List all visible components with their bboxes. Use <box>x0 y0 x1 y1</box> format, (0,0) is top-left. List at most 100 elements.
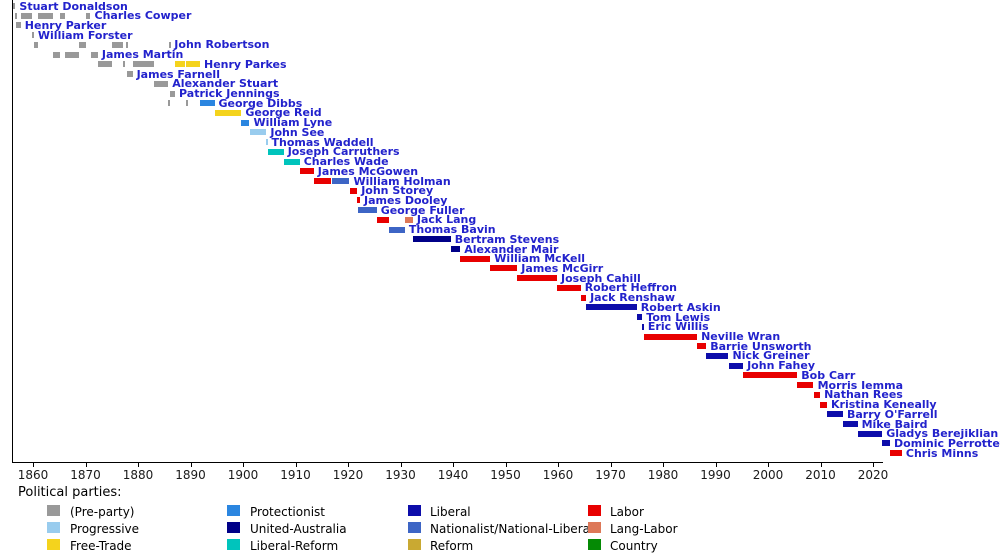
premier-label: John Storey <box>361 184 434 198</box>
term-bar-preparty <box>34 41 39 48</box>
term-bar-preparty <box>79 41 86 48</box>
term-bar-langlabor <box>404 216 413 223</box>
premier-label: James Martin <box>101 48 184 62</box>
axis-tick <box>558 462 559 467</box>
term-bar-protectionist <box>200 100 215 107</box>
axis-tick-label: 1950 <box>490 468 521 482</box>
premier-label: Thomas Waddell <box>271 135 374 149</box>
premier-label: George Reid <box>245 106 322 120</box>
term-bar-labor <box>357 197 360 204</box>
term-bar-nationalist <box>360 207 377 214</box>
term-bar-preparty <box>20 12 32 19</box>
premier-label: Henry Parker <box>24 18 107 32</box>
axis-tick <box>505 462 507 467</box>
legend-label-freetrade: Free-Trade <box>70 539 132 553</box>
legend-label-labor: Labor <box>610 505 644 519</box>
axis-tick <box>33 462 34 467</box>
term-bar-preparty <box>169 41 172 48</box>
legend-label-protectionist: Protectionist <box>250 505 325 519</box>
term-bar-liberal <box>642 323 645 330</box>
term-bar-liberal <box>857 430 883 437</box>
legend-swatch-liberalreform <box>227 539 240 550</box>
premier-label: Nick Greiner <box>732 349 810 363</box>
x-axis-line <box>12 462 883 463</box>
legend-label-liberal: Liberal <box>430 505 471 519</box>
premier-label: William Forster <box>37 28 133 42</box>
premier-label: Joseph Cahill <box>561 271 641 285</box>
legend-swatch-progressive <box>47 522 60 533</box>
term-bar-preparty <box>112 41 124 48</box>
term-bar-nationalist <box>358 207 361 214</box>
legend-label-progressive: Progressive <box>70 522 140 536</box>
term-bar-preparty <box>64 51 80 58</box>
y-axis-spine <box>12 0 13 462</box>
legend-label-reform: Reform <box>430 539 474 553</box>
legend-label-country: Country <box>610 539 658 553</box>
premier-label: Mike Baird <box>861 417 928 431</box>
axis-tick-label: 1920 <box>332 468 364 482</box>
term-bar-preparty <box>38 12 53 19</box>
term-bar-labor <box>820 401 827 408</box>
axis-tick-label: 2020 <box>857 468 889 482</box>
axis-tick <box>715 462 717 467</box>
axis-tick-label: 1880 <box>122 468 154 482</box>
term-bar-preparty <box>125 41 128 48</box>
premier-label: Thomas Bavin <box>408 223 496 237</box>
term-bar-liberalreform <box>267 148 284 155</box>
axis-tick-label: 1910 <box>280 468 311 482</box>
axis-tick <box>820 462 822 467</box>
term-bar-liberal <box>636 314 643 320</box>
axis-tick-label: 2010 <box>805 468 836 482</box>
term-bar-protectionist <box>241 119 250 126</box>
legend-label-preparty: (Pre-party) <box>70 505 135 519</box>
term-bar-preparty <box>52 51 60 58</box>
term-bar-labor <box>643 333 698 340</box>
term-bar-preparty <box>90 51 98 58</box>
term-bar-preparty <box>153 80 169 87</box>
legend-swatch-protectionist <box>227 505 240 516</box>
term-bar-nationalist <box>331 178 350 184</box>
premier-label: Joseph Carruthers <box>287 145 400 159</box>
term-bar-preparty <box>127 71 133 77</box>
premier-label: Morris Iemma <box>817 378 903 392</box>
legend-swatch-langlabor <box>588 522 601 533</box>
premier-label: Barry O'Farrell <box>847 407 938 421</box>
premier-label: Eric Willis <box>647 320 709 334</box>
term-bar-freetrade <box>186 61 200 68</box>
term-bar-labor <box>813 391 821 398</box>
premier-label: Nathan Rees <box>824 388 903 402</box>
premier-label: Bob Carr <box>801 368 856 382</box>
premier-label: Alexander Stuart <box>172 77 279 91</box>
axis-tick-label: 2000 <box>752 468 784 482</box>
premier-label: George Fuller <box>380 203 465 217</box>
legend-swatch-reform <box>408 539 421 550</box>
term-bar-preparty <box>168 100 171 107</box>
premier-label: Patrick Jennings <box>179 87 280 100</box>
term-bar-labor <box>580 294 587 301</box>
legend-swatch-country <box>588 539 601 550</box>
term-bar-preparty <box>15 12 18 19</box>
term-bar-preparty <box>13 3 16 9</box>
term-bar-labor <box>797 382 814 389</box>
premier-label: Robert Heffron <box>584 281 677 295</box>
term-bar-labor <box>890 450 902 457</box>
term-bar-labor <box>460 255 491 262</box>
premier-label: Jack Lang <box>416 213 477 227</box>
premier-label: Tom Lewis <box>646 310 711 324</box>
axis-tick <box>138 462 139 467</box>
term-bar-nationalist <box>388 226 405 233</box>
term-bar-preparty <box>16 22 21 29</box>
axis-tick <box>768 462 769 467</box>
premier-label: Charles Wade <box>303 155 389 168</box>
axis-tick-label: 1970 <box>595 468 626 482</box>
premier-label: James McGowen <box>317 164 419 178</box>
premier-label: Chris Minns <box>905 446 979 460</box>
premier-label: Bertram Stevens <box>454 232 560 246</box>
premier-label: James McGirr <box>521 261 604 275</box>
axis-tick-label: 1930 <box>385 468 416 482</box>
term-bar-labor <box>376 216 389 223</box>
premier-label: Alexander Mair <box>464 242 559 256</box>
premier-label: William Holman <box>353 174 451 188</box>
term-bar-liberal <box>843 421 858 427</box>
premier-label: Gladys Berejiklian <box>886 427 999 441</box>
